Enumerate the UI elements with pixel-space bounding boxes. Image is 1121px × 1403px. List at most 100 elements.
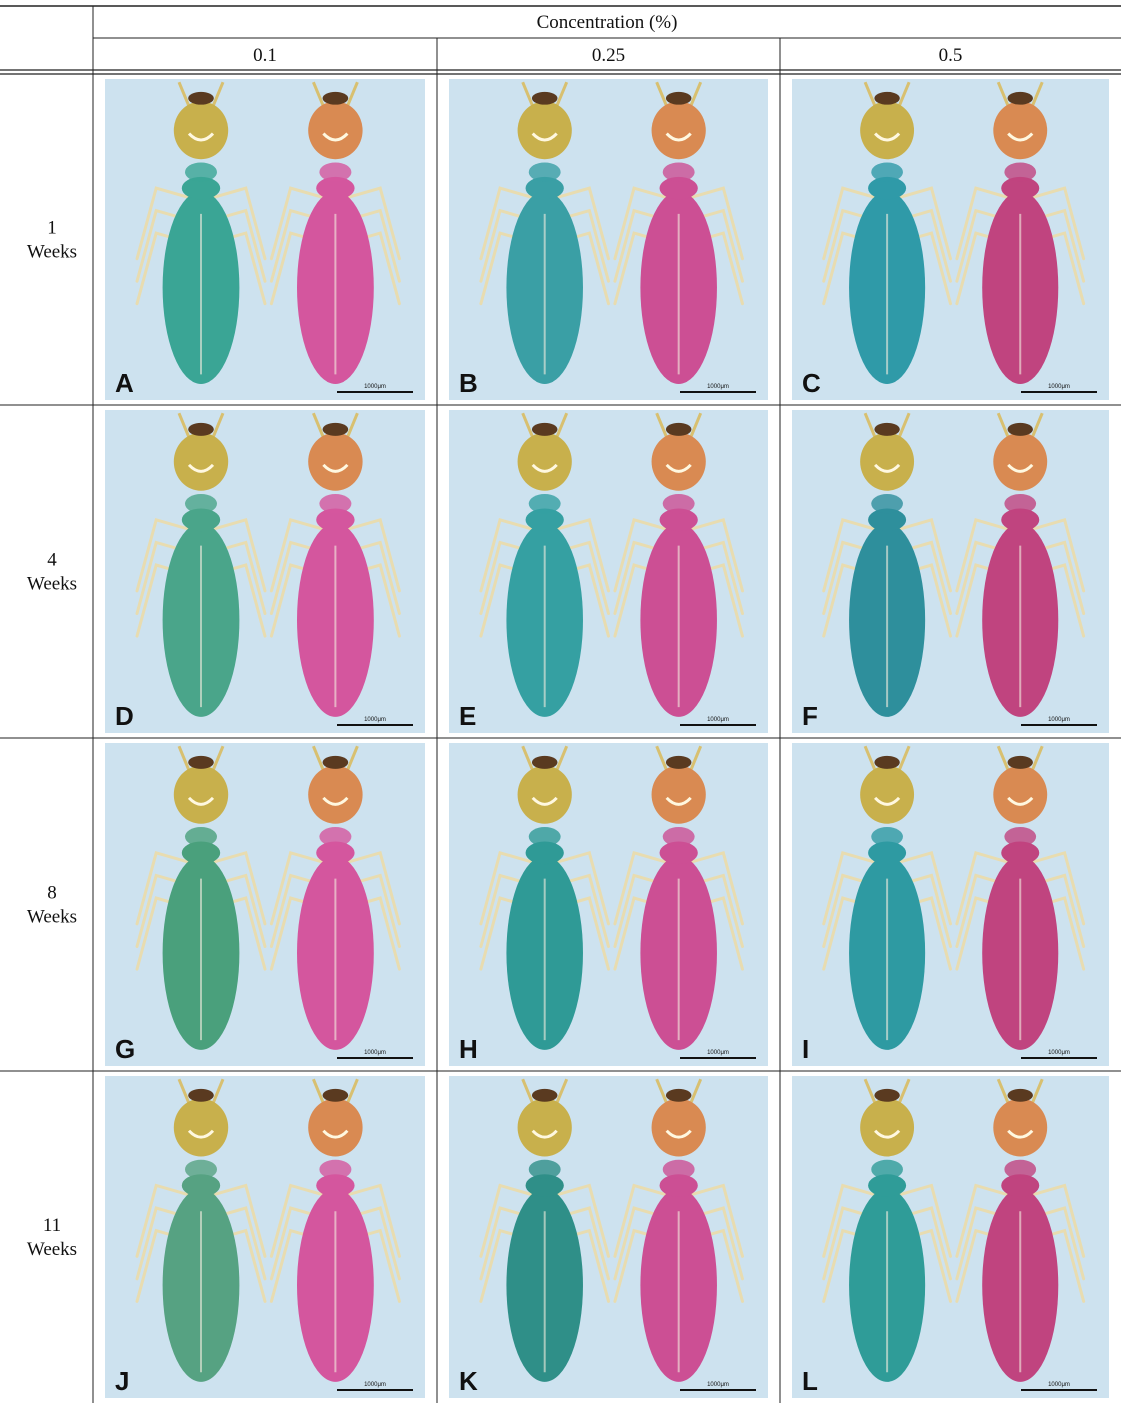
thorax	[1004, 162, 1036, 181]
mandibles	[188, 92, 214, 105]
panel-letter: B	[459, 368, 478, 398]
head	[993, 433, 1047, 491]
thorax	[1004, 494, 1036, 513]
head	[518, 1099, 572, 1157]
panel-letter: G	[115, 1034, 135, 1064]
mandibles	[323, 756, 349, 769]
panel-letter: F	[802, 701, 818, 731]
head	[308, 101, 362, 159]
mandibles	[1008, 1089, 1033, 1102]
head	[308, 433, 362, 491]
mandibles	[874, 756, 899, 769]
head	[652, 1099, 706, 1157]
column-header: 0.1	[253, 45, 277, 66]
thorax	[663, 1160, 695, 1179]
thorax	[1004, 827, 1036, 846]
scale-label: 1000μm	[364, 1382, 386, 1388]
head	[860, 766, 914, 824]
row-label-number: 8	[47, 883, 57, 904]
mandibles	[1008, 423, 1033, 436]
thorax	[319, 827, 351, 846]
page: {"table": { "header": "Concentration (%)…	[0, 0, 1121, 1403]
thorax	[871, 827, 903, 846]
thorax	[1004, 1160, 1036, 1179]
specimen-photo: J1000μm	[105, 1076, 425, 1398]
scale-label: 1000μm	[364, 1050, 386, 1056]
scale-label: 1000μm	[707, 1382, 729, 1388]
thorax	[185, 827, 217, 846]
mandibles	[666, 423, 692, 436]
thorax	[185, 162, 217, 181]
column-header: 0.5	[939, 45, 963, 66]
head	[860, 1099, 914, 1157]
thorax	[871, 1160, 903, 1179]
thorax	[185, 494, 217, 513]
specimen-photo: E 1000μm	[449, 410, 768, 733]
mandibles	[323, 423, 349, 436]
mandibles	[1008, 92, 1033, 105]
head	[652, 766, 706, 824]
mandibles	[532, 423, 558, 436]
thorax	[663, 494, 695, 513]
thorax	[529, 162, 561, 181]
head	[860, 433, 914, 491]
panel-letter: I	[802, 1034, 809, 1064]
panel-letter: C	[802, 368, 821, 398]
thorax	[319, 162, 351, 181]
panel-letter: H	[459, 1034, 478, 1064]
row-label-number: 4	[47, 550, 57, 571]
head	[652, 101, 706, 159]
panel-letter: A	[115, 368, 134, 398]
panel-letter: E	[459, 701, 476, 731]
thorax	[319, 494, 351, 513]
mandibles	[532, 756, 558, 769]
specimen-photo: F 1000μm	[792, 410, 1109, 733]
head	[308, 1099, 362, 1157]
specimen-photo: B 1000μm	[449, 79, 768, 400]
mandibles	[874, 92, 899, 105]
mandibles	[323, 1089, 349, 1102]
thorax	[871, 494, 903, 513]
specimen-photo: K 1000μm	[449, 1076, 768, 1398]
head	[518, 101, 572, 159]
thorax	[529, 827, 561, 846]
panel-letter: K	[459, 1366, 478, 1396]
mandibles	[666, 92, 692, 105]
mandibles	[188, 1089, 214, 1102]
mandibles	[666, 1089, 692, 1102]
column-header: 0.25	[592, 45, 625, 66]
panel-letter: D	[115, 701, 134, 731]
scale-label: 1000μm	[707, 717, 729, 723]
column-group-header: Concentration (%)	[537, 12, 678, 33]
mandibles	[532, 92, 558, 105]
scale-label: 1000μm	[1048, 1382, 1070, 1388]
row-label-number: 11	[43, 1215, 61, 1236]
scale-label: 1000μm	[707, 384, 729, 390]
thorax	[185, 1160, 217, 1179]
row-label-unit: Weeks	[27, 242, 77, 263]
row-label-unit: Weeks	[27, 574, 77, 595]
head	[174, 101, 228, 159]
specimen-photo: D 1000μm	[105, 410, 425, 733]
scale-label: 1000μm	[707, 1050, 729, 1056]
thorax	[663, 162, 695, 181]
scale-label: 1000μm	[364, 384, 386, 390]
mandibles	[188, 756, 214, 769]
head	[860, 101, 914, 159]
head	[518, 766, 572, 824]
scale-label: 1000μm	[364, 717, 386, 723]
head	[174, 1099, 228, 1157]
head	[308, 766, 362, 824]
head	[993, 1099, 1047, 1157]
head	[993, 101, 1047, 159]
scale-label: 1000μm	[1048, 384, 1070, 390]
mandibles	[874, 423, 899, 436]
specimen-photo: H 1000μm	[449, 743, 768, 1066]
mandibles	[323, 92, 349, 105]
specimen-photo: C 1000μm	[792, 79, 1109, 400]
mandibles	[666, 756, 692, 769]
head	[174, 766, 228, 824]
scale-label: 1000μm	[1048, 717, 1070, 723]
figure-table: Concentration (%)0.10.250.51WeeksA1000μm…	[0, 0, 1121, 1403]
